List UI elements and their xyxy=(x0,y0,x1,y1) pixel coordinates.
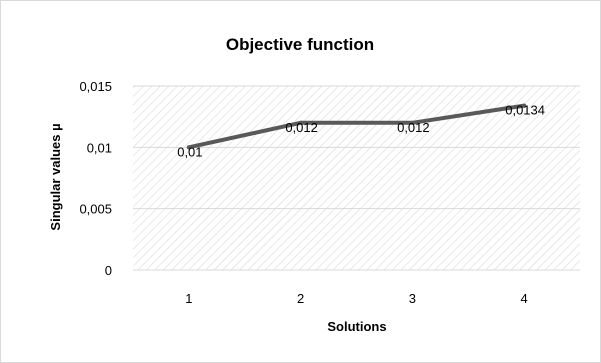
x-tick-label: 3 xyxy=(409,291,416,306)
gridlines xyxy=(133,85,580,271)
y-tick-label: 0,015 xyxy=(79,79,112,94)
x-tick-label: 1 xyxy=(185,291,192,306)
x-axis-title: Solutions xyxy=(327,319,386,334)
x-tick-label: 4 xyxy=(521,291,528,306)
y-axis-ticks: 0 0,005 0,01 0,015 xyxy=(79,79,112,278)
data-label: 0,01 xyxy=(177,144,202,159)
x-tick-label: 2 xyxy=(297,291,304,306)
data-point xyxy=(186,145,191,150)
y-tick-label: 0,01 xyxy=(87,140,112,155)
data-label: 0,012 xyxy=(397,120,430,135)
data-point xyxy=(298,120,303,125)
y-axis-title: Singular values µ xyxy=(48,123,63,230)
y-tick-label: 0,005 xyxy=(79,202,112,217)
data-points xyxy=(186,103,527,150)
data-point xyxy=(410,120,415,125)
y-tick-label: 0 xyxy=(105,263,112,278)
chart-title: Objective function xyxy=(226,35,374,54)
plot-area xyxy=(133,86,580,270)
x-axis-ticks: 1 2 3 4 xyxy=(185,291,527,306)
data-label: 0,0134 xyxy=(505,103,545,118)
data-point xyxy=(522,103,527,108)
data-label: 0,012 xyxy=(285,120,318,135)
series-line xyxy=(186,103,527,150)
data-labels: 0,01 0,012 0,012 0,0134 xyxy=(177,103,545,160)
